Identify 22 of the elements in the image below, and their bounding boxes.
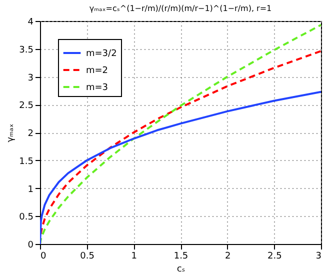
x-tick-label: 0.5 bbox=[80, 252, 94, 262]
x-tick-label: 3 bbox=[316, 252, 322, 262]
y-tick-label: 1.5 bbox=[19, 156, 34, 167]
y-axis-title: γₘₐₓ bbox=[6, 124, 16, 142]
x-tick-label: 1 bbox=[131, 252, 138, 262]
y-tick-label: 1 bbox=[28, 184, 34, 195]
y-tick-label: 2 bbox=[28, 129, 34, 139]
y-tick-label: 0.5 bbox=[19, 212, 34, 223]
legend-label: m=2 bbox=[86, 66, 108, 76]
y-tick-label: 3.5 bbox=[19, 45, 34, 56]
x-tick-label: 2.5 bbox=[268, 252, 282, 262]
y-tick-label: 4 bbox=[28, 18, 34, 28]
y-tick-label: 0 bbox=[28, 240, 34, 250]
x-tick-label: 0 bbox=[40, 252, 46, 262]
y-tick-label: 3 bbox=[28, 73, 34, 84]
y-tick-label: 2.5 bbox=[19, 101, 34, 112]
legend-label: m=3/2 bbox=[86, 49, 117, 59]
chart-title: γₘₐₓ=cₛ^(1−r/m)/(r/m)(m/r−1)^(1−r/m), r=1 bbox=[89, 4, 272, 13]
x-tick-label: 1.5 bbox=[174, 252, 188, 262]
x-tick-label: 2 bbox=[224, 252, 231, 262]
legend-label: m=3 bbox=[86, 83, 108, 93]
x-axis-title: cₛ bbox=[176, 264, 186, 274]
